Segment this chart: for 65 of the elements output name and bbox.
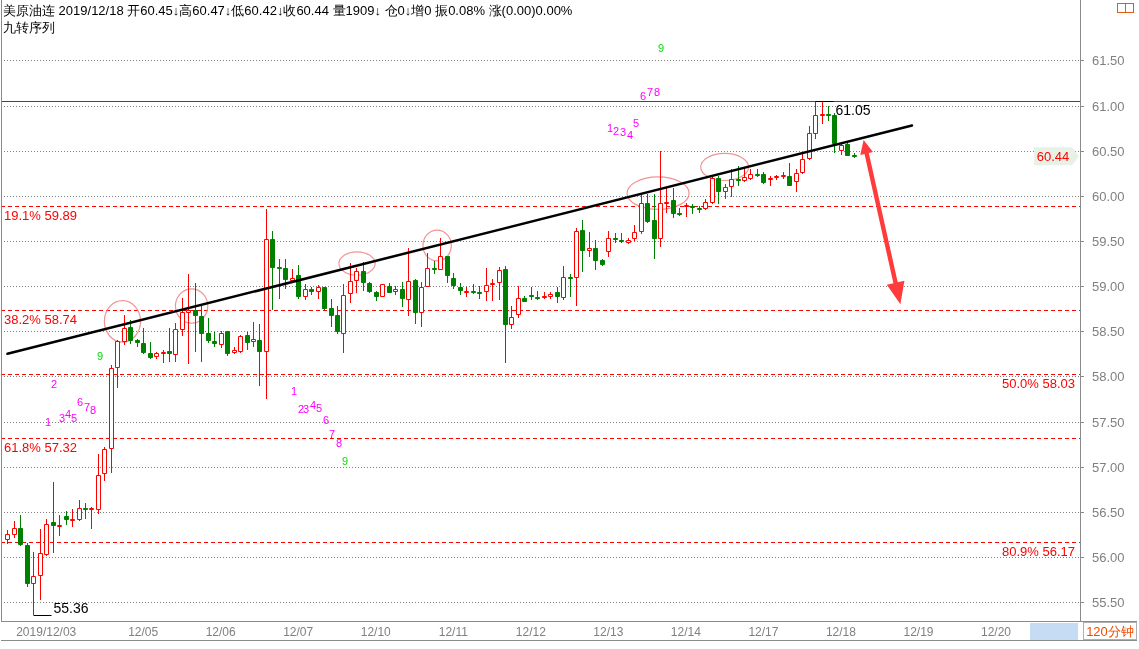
y-tick-label: 60.50 [1092, 144, 1125, 159]
x-tick-label: 12/20 [981, 624, 1011, 639]
annotation: 60.44 [1036, 148, 1070, 164]
y-tick-label: 58.00 [1092, 369, 1125, 384]
sequence-count: 7 [646, 86, 654, 98]
x-tick-label: 12/17 [748, 624, 779, 639]
sequence-count: 4 [309, 399, 317, 411]
y-tick-label: 57.50 [1092, 415, 1125, 430]
title: 美原油连 2019/12/18 开60.45↓高60.47↓低60.42↓收60.44 量1909↓ 仓0↓增0 振0.08% 涨(0.00)0.00% [3, 2, 573, 18]
x-tick-label: 12/19 [903, 624, 934, 639]
sequence-count: 2 [297, 403, 305, 415]
sequence-count: 2 [612, 125, 620, 137]
sequence-count: 3 [619, 126, 627, 138]
sequence-count: 4 [64, 408, 72, 420]
sequence-count: 5 [315, 402, 323, 414]
sequence-count: 8 [335, 437, 343, 449]
sequence-count: 5 [632, 117, 640, 129]
sequence-count: 7 [328, 428, 336, 440]
x-tick-label: 2019/12/03 [16, 624, 77, 639]
x-tick-label: 12/05 [128, 624, 159, 639]
sequence-count: 2 [50, 378, 58, 390]
xlabel: 120分钟 [1086, 624, 1134, 639]
sequence-count: 7 [83, 401, 91, 413]
sequence-count: 9 [341, 455, 349, 467]
sequence-count: 3 [58, 412, 66, 424]
y-tick-label: 59.50 [1092, 234, 1125, 249]
sequence-count: 9 [96, 350, 104, 362]
y-tick-label: 61.00 [1092, 99, 1125, 114]
y-tick-label: 59.00 [1092, 279, 1125, 294]
sequence-count: 3 [302, 403, 310, 415]
annotation: 61.05 [835, 101, 871, 118]
x-tick-label: 12/11 [438, 624, 468, 639]
annotation: 55.36 [53, 599, 89, 616]
x-tick-label: 12/07 [283, 624, 314, 639]
ref-line-label: 38.2% 58.74 [4, 312, 77, 327]
sequence-count: 4 [626, 129, 634, 141]
subtitle: 九转序列 [3, 19, 55, 35]
y-tick-label: 58.50 [1092, 324, 1125, 339]
y-tick-label: 57.00 [1092, 460, 1125, 475]
sequence-count: 9 [657, 42, 665, 54]
y-tick-label: 56.00 [1092, 550, 1125, 565]
sequence-count: 8 [653, 86, 661, 98]
y-tick-label: 60.00 [1092, 189, 1125, 204]
sequence-count: 8 [89, 404, 97, 416]
sequence-count: 6 [639, 90, 647, 102]
ref-line-label: 50.0% 58.03 [1002, 376, 1075, 391]
ref-line-label: 80.9% 56.17 [1002, 544, 1075, 559]
ref-line-label: 61.8% 57.32 [4, 440, 77, 455]
x-tick-label: 12/10 [360, 624, 391, 639]
ref-line-label: 19.1% 59.89 [4, 208, 77, 223]
y-tick-label: 56.50 [1092, 505, 1125, 520]
x-tick-label: 12/18 [825, 624, 856, 639]
x-tick-label: 12/14 [670, 624, 701, 639]
y-tick-label: 55.50 [1092, 595, 1125, 610]
sequence-count: 1 [606, 122, 614, 134]
x-tick-label: 12/12 [515, 624, 546, 639]
sequence-count: 5 [70, 412, 78, 424]
sequence-count: 6 [322, 414, 330, 426]
price-tag: 60.44 [1034, 147, 1079, 166]
x-tick-label: 12/06 [205, 624, 236, 639]
sequence-count: 1 [44, 416, 52, 428]
x-tick-label: 12/13 [593, 624, 624, 639]
sequence-count: 1 [290, 385, 298, 397]
sequence-count: 6 [76, 396, 84, 408]
y-tick-label: 61.50 [1092, 53, 1125, 68]
